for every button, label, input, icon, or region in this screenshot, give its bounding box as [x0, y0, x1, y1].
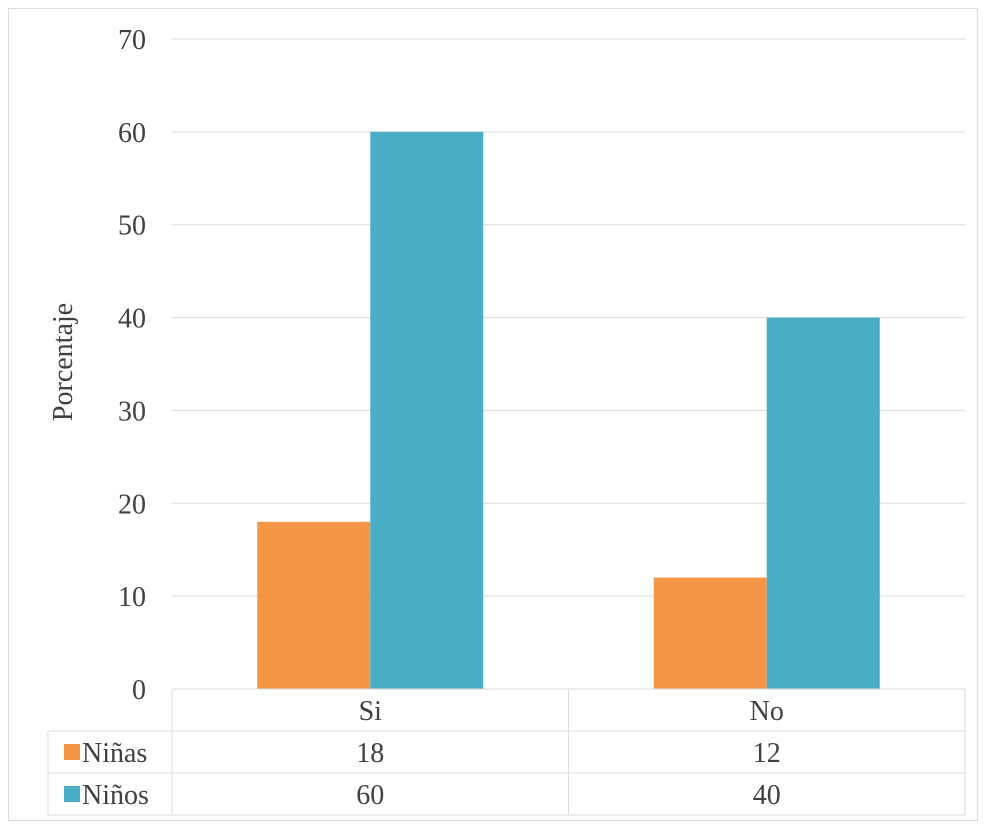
- x-category-label: Si: [359, 696, 383, 727]
- data-label: 60: [356, 780, 384, 811]
- legend-label: Niñas: [82, 738, 147, 769]
- y-axis-label: Porcentaje: [48, 303, 79, 421]
- data-label: 18: [356, 738, 384, 769]
- data-table: Si No Niñas 18 12 Niños 60 40: [47, 688, 966, 816]
- y-tick-label: 20: [118, 489, 146, 520]
- legend-key: [64, 744, 80, 760]
- y-tick-label: 0: [132, 675, 146, 706]
- y-tick-label: 30: [118, 396, 146, 427]
- bar: [370, 131, 484, 689]
- y-tick-label: 70: [118, 25, 146, 56]
- bar: [257, 521, 371, 689]
- data-label: 40: [753, 780, 781, 811]
- y-tick-label: 40: [118, 304, 146, 335]
- legend-key: [64, 786, 80, 802]
- bar: [653, 577, 767, 689]
- y-axis-ticks: 0 10 20 30 40 50 60 70: [118, 25, 146, 706]
- bars: [257, 131, 880, 689]
- x-category-label: No: [750, 696, 784, 727]
- y-tick-label: 50: [118, 211, 146, 242]
- y-tick-label: 10: [118, 582, 146, 613]
- legend-label: Niños: [82, 780, 149, 811]
- data-label: 12: [753, 738, 781, 769]
- bar: [766, 317, 880, 689]
- y-tick-label: 60: [118, 118, 146, 149]
